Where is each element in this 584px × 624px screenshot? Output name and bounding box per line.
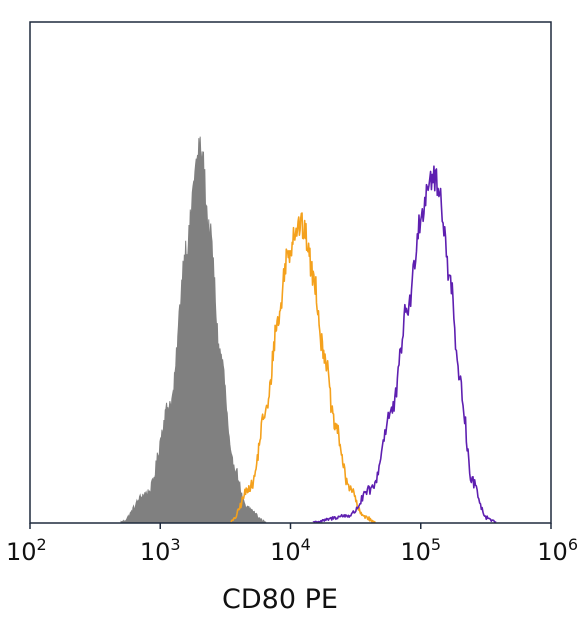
x-axis-label: CD80 PE (222, 584, 338, 615)
histogram-series-3 (312, 165, 497, 523)
histogram-series-2 (230, 212, 376, 523)
x-tick-label: 104 (270, 535, 311, 566)
x-tick-label: 105 (400, 535, 441, 566)
plot-frame (29, 21, 552, 524)
series-layer (120, 136, 497, 524)
x-tick-label: 106 (537, 535, 578, 566)
tick-layer: 102 103 104 105 106 (6, 523, 578, 566)
histogram-series-1 (120, 136, 267, 524)
x-tick-label: 103 (140, 535, 181, 566)
x-tick-label: 102 (6, 535, 47, 566)
